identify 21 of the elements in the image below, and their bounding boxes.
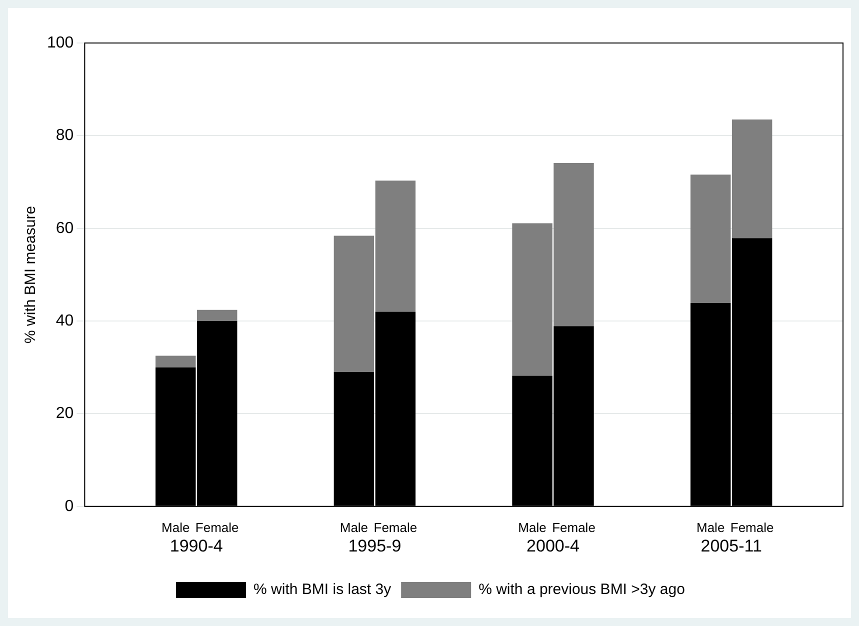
legend-label: % with BMI is last 3y	[254, 581, 392, 598]
x-tick-label: Female	[730, 520, 774, 535]
x-tick-label: Male	[340, 520, 368, 535]
y-axis-title: % with BMI measure	[22, 206, 40, 344]
y-tick-label: 100	[46, 34, 74, 52]
text: 1990-4	[170, 536, 223, 556]
x-tick-label: Male	[696, 520, 725, 535]
y-tick-label: 60	[56, 220, 74, 237]
y-tick-label: 20	[56, 405, 74, 422]
x-tick-label: Male	[518, 520, 546, 535]
x-tick-label: Female	[195, 520, 239, 535]
y-tick-label: 80	[56, 127, 74, 144]
text: 2000-4	[526, 536, 580, 556]
x-tick-label: Male	[162, 520, 190, 535]
y-tick-label: 40	[56, 312, 74, 330]
text: 2005-11	[700, 536, 762, 556]
y-tick-label: 0	[64, 498, 74, 515]
x-tick-label: Female	[552, 520, 596, 535]
x-tick-label: Female	[374, 520, 418, 535]
text: 1995-9	[348, 536, 402, 556]
legend-label: % with a previous BMI >3y ago	[478, 581, 685, 598]
